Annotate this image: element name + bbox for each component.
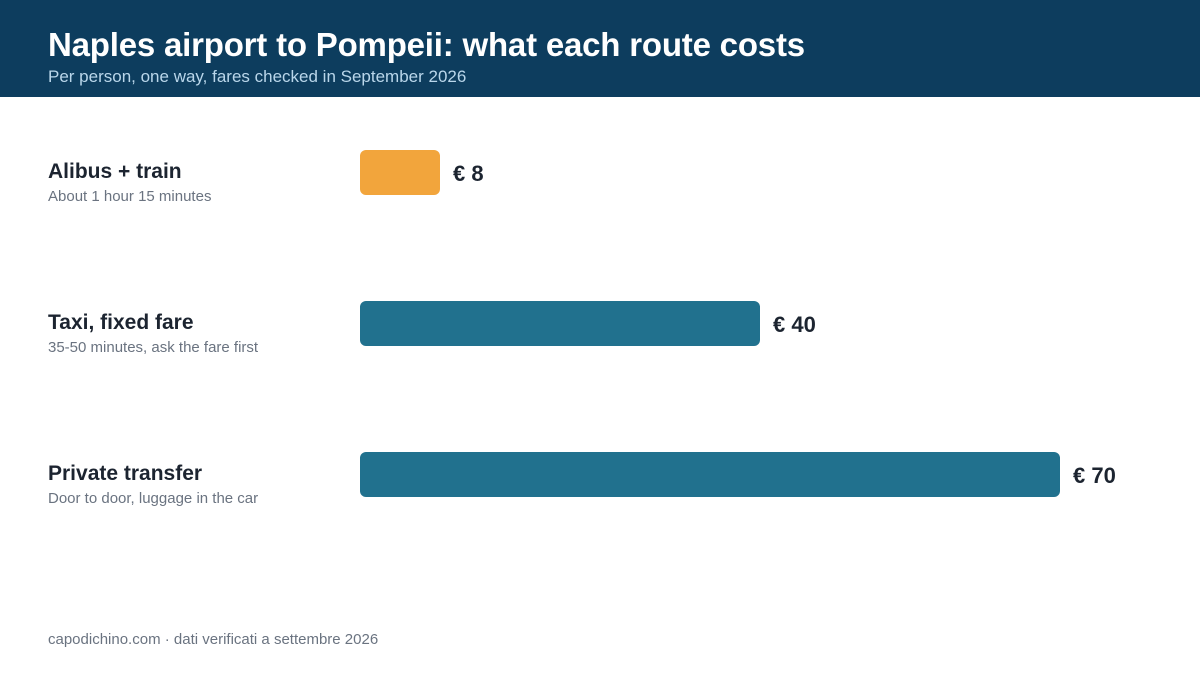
chart-subtitle: Per person, one way, fares checked in Se…	[48, 67, 467, 86]
bar	[360, 301, 760, 346]
category-note: About 1 hour 15 minutes	[48, 188, 211, 205]
category-label: Alibus + train	[48, 160, 182, 183]
value-label: € 70	[1073, 463, 1116, 488]
header-banner: Naples airport to Pompeii: what each rou…	[0, 0, 1200, 97]
value-label: € 8	[453, 161, 484, 186]
category-label: Private transfer	[48, 462, 202, 485]
category-note: 35-50 minutes, ask the fare first	[48, 339, 259, 356]
category-note: Door to door, luggage in the car	[48, 490, 258, 507]
value-label: € 40	[773, 312, 816, 337]
bar	[360, 150, 440, 195]
category-label: Taxi, fixed fare	[48, 311, 194, 334]
chart-title: Naples airport to Pompeii: what each rou…	[48, 26, 805, 63]
source-footer: capodichino.com · dati verificati a sett…	[48, 631, 379, 648]
bar	[360, 452, 1060, 497]
